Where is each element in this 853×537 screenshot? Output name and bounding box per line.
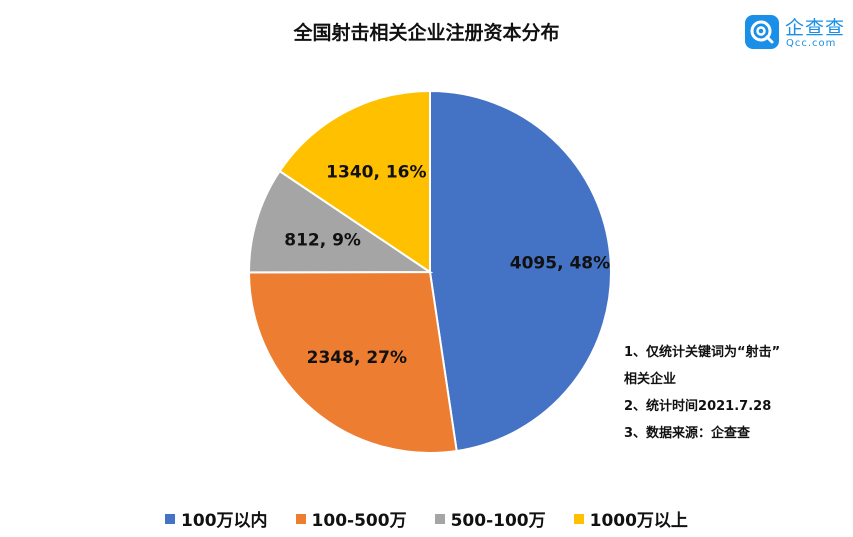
- pie-data-label: 4095, 48%: [510, 253, 610, 273]
- legend-label: 100-500万: [311, 511, 407, 531]
- legend-swatch: [573, 513, 584, 524]
- legend-swatch: [165, 513, 176, 524]
- pie-slice[interactable]: [429, 89, 612, 453]
- brand-logo: 企查查 Qcc.com: [745, 13, 845, 53]
- legend-item[interactable]: 1000万以上: [573, 506, 688, 531]
- legend-label: 1000万以上: [589, 511, 688, 531]
- chart-notes: 1、仅统计关键词为“射击” 相关企业 2、统计时间2021.7.28 3、数据来…: [624, 339, 780, 447]
- chart-title: 全国射击相关企业注册资本分布: [293, 22, 560, 44]
- chart-legend: 100万以内 100-500万 500-100万 1000万以上: [0, 506, 853, 531]
- legend-label: 100万以内: [181, 511, 268, 531]
- pie-slice[interactable]: [278, 89, 431, 274]
- note-line-4: 3、数据来源：企查查: [624, 426, 751, 441]
- pie-data-label: 1340, 16%: [326, 162, 426, 182]
- pie-slice[interactable]: [247, 270, 458, 454]
- legend-item[interactable]: 100万以内: [165, 506, 268, 531]
- brand-domain: Qcc.com: [786, 38, 837, 49]
- note-line-3: 2、统计时间2021.7.28: [624, 399, 772, 414]
- legend-item[interactable]: 100-500万: [295, 506, 407, 531]
- pie-slice[interactable]: [248, 169, 434, 274]
- legend-swatch: [295, 513, 306, 524]
- pie-data-label: 2348, 27%: [307, 348, 407, 368]
- qcc-logo-icon: [745, 15, 779, 49]
- note-line-2: 相关企业: [624, 372, 677, 387]
- note-line-1: 1、仅统计关键词为“射击”: [624, 345, 781, 360]
- legend-label: 500-100万: [450, 511, 546, 531]
- pie-data-label: 812, 9%: [284, 230, 361, 250]
- legend-item[interactable]: 500-100万: [434, 506, 546, 531]
- brand-name: 企查查: [785, 17, 846, 39]
- legend-swatch: [434, 513, 445, 524]
